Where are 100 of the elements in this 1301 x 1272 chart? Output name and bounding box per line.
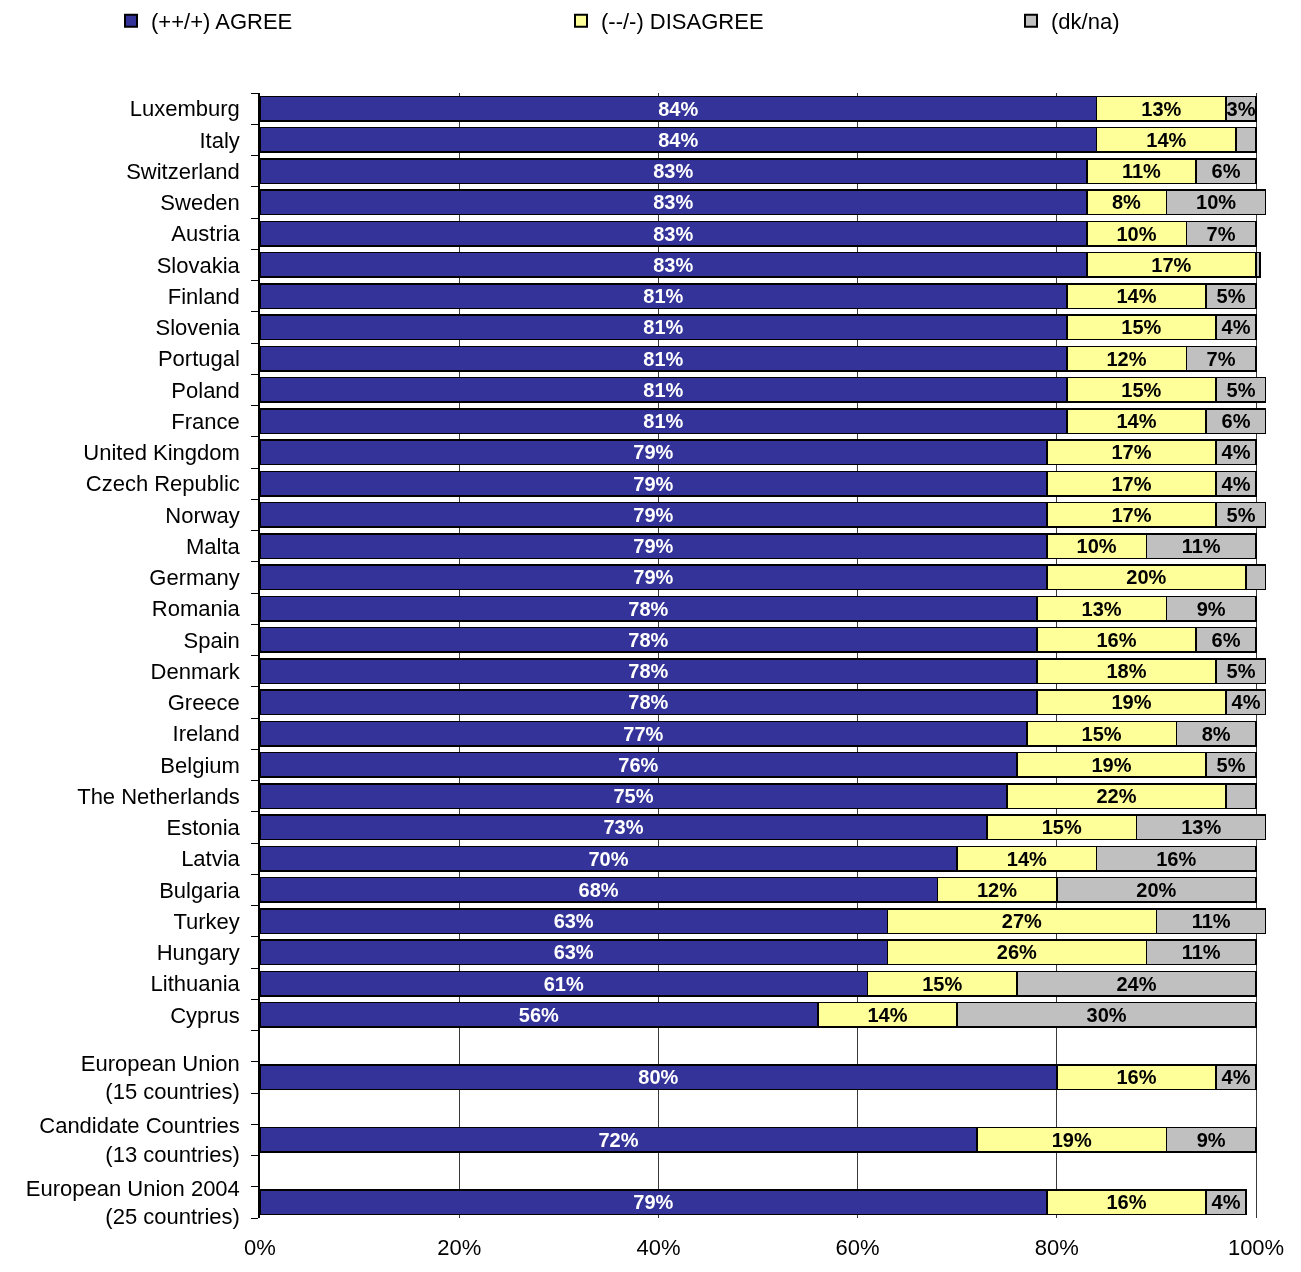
data-label: 15% bbox=[922, 972, 963, 995]
data-label: 11% bbox=[1191, 910, 1231, 933]
data-label: 83% bbox=[653, 253, 694, 276]
data-label: 11% bbox=[1121, 160, 1162, 183]
data-label: 79% bbox=[633, 472, 674, 495]
data-label: 4% bbox=[1211, 1191, 1241, 1214]
y-tick-label: Ireland bbox=[172, 721, 240, 747]
data-label: 16% bbox=[1106, 1191, 1147, 1214]
y-tick-label: Finland bbox=[167, 283, 240, 309]
y-tick-label: Turkey bbox=[173, 908, 240, 934]
data-label: 8% bbox=[1111, 191, 1142, 214]
data-label: 14% bbox=[1116, 285, 1157, 308]
data-label: 13% bbox=[1181, 816, 1222, 839]
data-label: 6% bbox=[1211, 160, 1241, 183]
data-label: 17% bbox=[1111, 503, 1152, 526]
data-label: 77% bbox=[623, 722, 664, 745]
data-label: 56% bbox=[518, 1003, 560, 1026]
x-tick-label: 40% bbox=[636, 1235, 681, 1260]
data-label: 5% bbox=[1226, 378, 1256, 401]
y-tick-label: Czech Republic bbox=[85, 471, 240, 497]
data-label: 83% bbox=[653, 222, 694, 245]
data-label: 17% bbox=[1111, 472, 1152, 495]
data-label: 20% bbox=[1126, 566, 1167, 589]
data-label: 26% bbox=[996, 941, 1038, 964]
y-tick-label: Hungary bbox=[156, 940, 240, 966]
data-label: 84% bbox=[658, 97, 699, 120]
data-label: 18% bbox=[1106, 660, 1147, 683]
data-label: 63% bbox=[553, 941, 594, 964]
legend-label: (dk/na) bbox=[1051, 9, 1120, 35]
data-label: 15% bbox=[1121, 316, 1162, 339]
data-label: 84% bbox=[658, 128, 699, 151]
y-tick-label: Switzerland bbox=[126, 158, 240, 184]
data-label: 12% bbox=[976, 878, 1018, 901]
data-label: 78% bbox=[628, 628, 669, 651]
y-tick-label: Romania bbox=[151, 596, 241, 622]
data-label: 79% bbox=[633, 566, 674, 589]
data-label: 7% bbox=[1206, 222, 1236, 245]
data-label: 5% bbox=[1226, 503, 1256, 526]
data-label: 4% bbox=[1231, 691, 1261, 714]
y-tick-label: Malta bbox=[186, 533, 241, 559]
data-label: 68% bbox=[578, 878, 619, 901]
data-label: 4% bbox=[1221, 441, 1251, 464]
y-tick-label: Lithuania bbox=[150, 971, 241, 997]
y-tick-label: Bulgaria bbox=[159, 877, 241, 903]
data-label: 14% bbox=[1146, 128, 1187, 151]
y-tick-label: Candidate Countries (13 countries) bbox=[39, 1113, 240, 1167]
data-label: 4% bbox=[1221, 472, 1251, 495]
y-tick-label: Slovenia bbox=[155, 315, 241, 341]
y-tick-label: Estonia bbox=[166, 815, 241, 841]
y-tick-label: Poland bbox=[171, 377, 240, 403]
data-label: 75% bbox=[613, 785, 654, 808]
y-tick-label: The Netherlands bbox=[77, 783, 240, 809]
data-label: 10% bbox=[1116, 222, 1157, 245]
y-tick-label: Germany bbox=[149, 565, 240, 591]
legend-label: (--/-) DISAGREE bbox=[601, 9, 764, 35]
data-label: 20% bbox=[1136, 878, 1177, 901]
data-label: 30% bbox=[1086, 1003, 1127, 1026]
data-label: 24% bbox=[1116, 972, 1157, 995]
data-label: 81% bbox=[643, 316, 684, 339]
data-label: 19% bbox=[1091, 753, 1132, 776]
y-tick-label: Belgium bbox=[160, 752, 240, 778]
data-label: 10% bbox=[1196, 191, 1237, 214]
data-label: 79% bbox=[633, 535, 674, 558]
y-tick-label: Sweden bbox=[160, 190, 240, 216]
data-label: 61% bbox=[543, 972, 584, 995]
y-tick-label: Latvia bbox=[181, 846, 241, 872]
data-label: 12% bbox=[1106, 347, 1147, 370]
data-label: 81% bbox=[643, 347, 684, 370]
data-label: 14% bbox=[867, 1003, 908, 1026]
y-tick-label: Slovakia bbox=[156, 252, 241, 278]
data-label: 11% bbox=[1181, 941, 1221, 964]
data-label: 16% bbox=[1116, 1066, 1157, 1089]
data-label: 19% bbox=[1051, 1128, 1092, 1151]
x-tick-label: 80% bbox=[1034, 1235, 1079, 1260]
y-tick-label: Luxemburg bbox=[129, 96, 240, 122]
x-tick-label: 60% bbox=[835, 1235, 880, 1260]
data-label: 9% bbox=[1196, 1128, 1226, 1151]
data-label: 10% bbox=[1076, 535, 1117, 558]
data-label: 83% bbox=[653, 160, 694, 183]
data-label: 70% bbox=[588, 847, 629, 870]
data-label: 5% bbox=[1216, 285, 1246, 308]
y-tick-label: France bbox=[171, 408, 240, 434]
y-tick-label: Austria bbox=[171, 221, 241, 247]
data-label: 22% bbox=[1096, 785, 1137, 808]
data-label: 80% bbox=[638, 1066, 679, 1089]
data-label: 17% bbox=[1151, 253, 1192, 276]
data-label: 5% bbox=[1226, 660, 1256, 683]
data-label: 19% bbox=[1111, 691, 1152, 714]
data-label: 8% bbox=[1201, 722, 1231, 745]
data-label: 4% bbox=[1221, 316, 1251, 339]
y-tick-label: Spain bbox=[183, 627, 240, 653]
data-label: 78% bbox=[628, 691, 669, 714]
legend-label: (++/+) AGREE bbox=[151, 9, 293, 35]
data-label: 81% bbox=[643, 378, 684, 401]
y-tick-label: Denmark bbox=[150, 658, 241, 684]
data-label: 72% bbox=[598, 1128, 639, 1151]
data-label: 14% bbox=[1116, 410, 1157, 433]
y-tick-label: Greece bbox=[167, 690, 240, 716]
data-label: 79% bbox=[633, 441, 674, 464]
data-label: 5% bbox=[1216, 753, 1246, 776]
